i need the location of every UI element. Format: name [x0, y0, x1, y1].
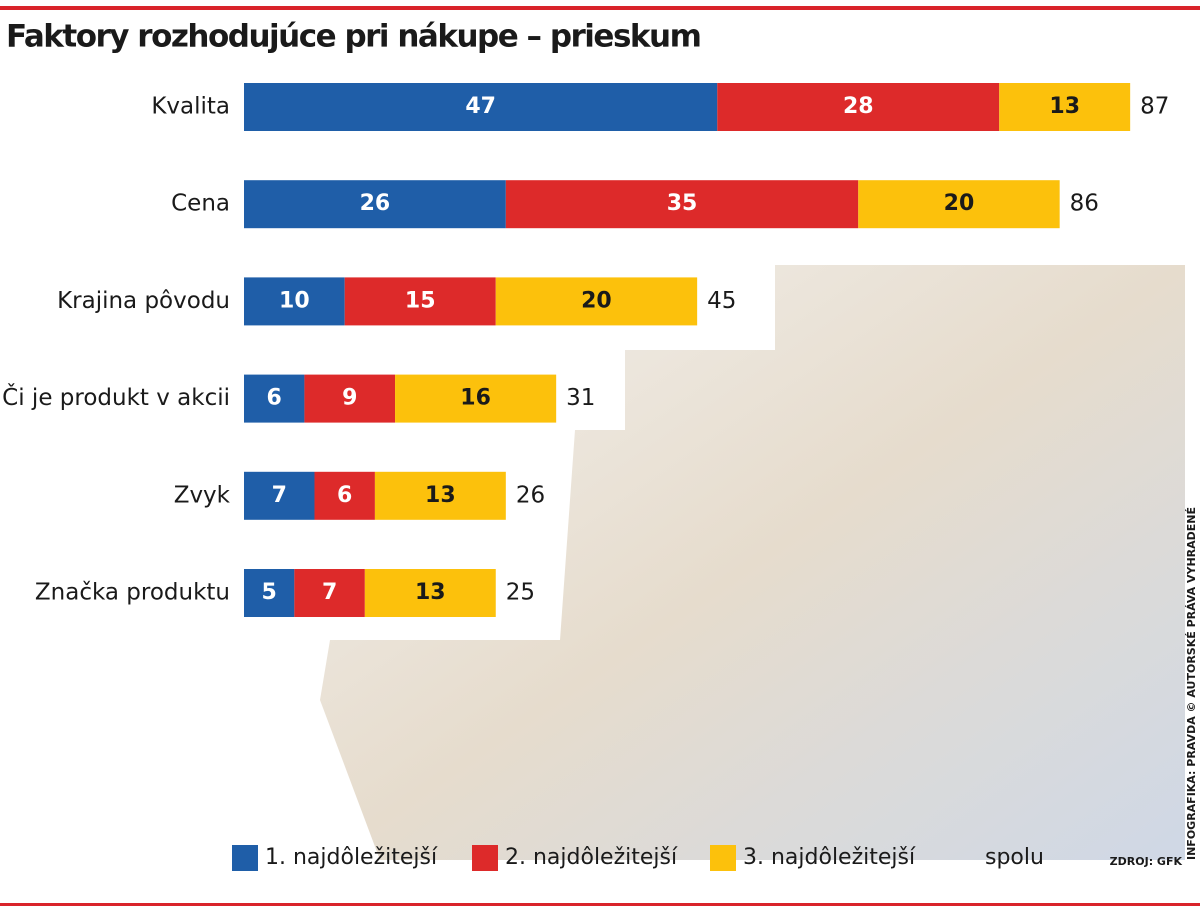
chart-title: Faktory rozhodujúce pri nákupe – priesku… [6, 19, 700, 55]
category-label: Zvyk [174, 482, 231, 508]
value-label: 15 [405, 288, 436, 313]
category-label: Značka produktu [35, 580, 230, 606]
value-label: 6 [267, 386, 282, 411]
value-label: 13 [415, 580, 446, 605]
credit: INFOGRAFIKA: PRAVDA © AUTORSKÉ PRÁVA VYH… [1185, 507, 1198, 860]
legend-label: spolu [985, 845, 1044, 870]
total-label: 26 [516, 482, 545, 508]
value-label: 9 [342, 386, 357, 411]
total-label: 86 [1070, 191, 1099, 217]
category-label: Či je produkt v akcii [2, 383, 230, 411]
value-label: 7 [272, 483, 287, 508]
bar-segment [374, 471, 506, 520]
total-label: 31 [566, 385, 595, 411]
bar-segment [244, 471, 315, 520]
value-label: 13 [1049, 94, 1080, 119]
value-label: 20 [581, 288, 612, 313]
legend-swatch [710, 845, 736, 871]
bar-segment [244, 374, 305, 423]
bar-segment [244, 569, 295, 617]
legend-label: 2. najdôležitejší [505, 845, 678, 870]
value-label: 13 [425, 483, 456, 508]
photo-background [320, 265, 1185, 860]
bar-segment [304, 374, 396, 423]
top-rule [0, 6, 1200, 10]
total-label: 87 [1140, 94, 1169, 120]
value-label: 28 [843, 94, 874, 119]
bottom-rule [0, 903, 1200, 906]
bar-segment [244, 277, 345, 326]
bar-segment [364, 569, 496, 617]
value-label: 20 [944, 191, 975, 216]
value-label: 7 [322, 580, 337, 605]
bar-segment [395, 374, 557, 423]
value-label: 6 [337, 483, 352, 508]
bar-segment [505, 180, 859, 229]
value-label: 16 [460, 386, 491, 411]
bar-segment [244, 83, 718, 131]
total-label: 45 [707, 288, 736, 314]
value-label: 5 [262, 580, 277, 605]
bar-segment [314, 471, 375, 520]
legend-label: 3. najdôležitejší [743, 845, 916, 870]
bar-segment [244, 180, 506, 229]
value-label: 47 [465, 94, 496, 119]
value-label: 26 [360, 191, 391, 216]
value-label: 10 [279, 288, 310, 313]
bar-segment [858, 180, 1060, 229]
category-label: Kvalita [151, 94, 230, 120]
legend-label: 1. najdôležitejší [265, 845, 438, 870]
bar-segment [294, 569, 365, 617]
legend-swatch [472, 845, 498, 871]
source: ZDROJ: GFK [1110, 855, 1183, 868]
bar-segment [495, 277, 698, 326]
value-label: 35 [667, 191, 698, 216]
bar-segment [717, 83, 1000, 131]
category-label: Cena [171, 191, 230, 217]
total-label: 25 [506, 580, 535, 606]
category-label: Krajina pôvodu [57, 288, 230, 314]
legend-swatch [232, 845, 258, 871]
bar-segment [344, 277, 496, 326]
bar-segment [999, 83, 1131, 131]
